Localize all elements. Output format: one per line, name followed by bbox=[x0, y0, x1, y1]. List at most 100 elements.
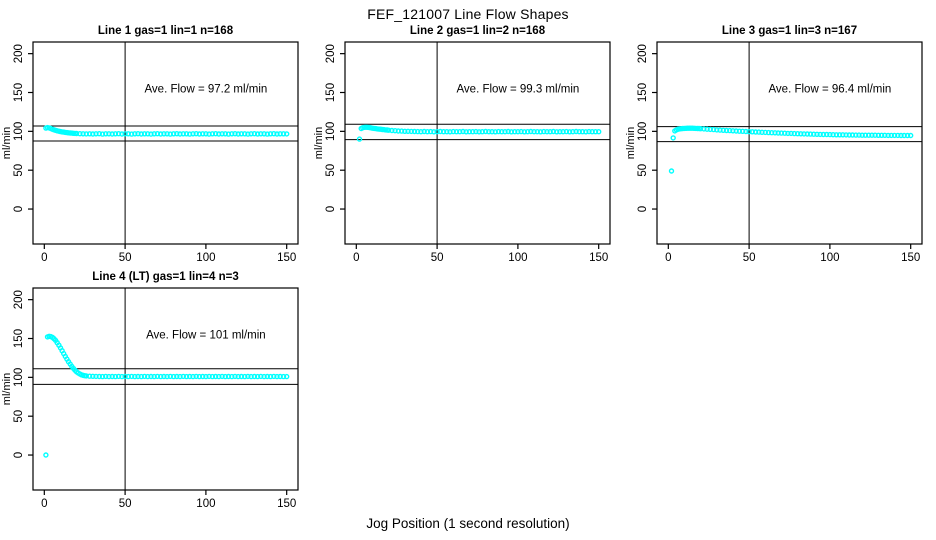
data-point bbox=[222, 373, 229, 380]
data-point bbox=[408, 128, 414, 135]
data-point bbox=[495, 128, 502, 135]
data-point bbox=[280, 373, 287, 380]
y-axis-label: ml/min bbox=[313, 127, 325, 159]
data-point bbox=[193, 373, 199, 380]
data-point bbox=[807, 131, 814, 137]
x-tick-label: 0 bbox=[41, 252, 47, 264]
x-tick-label: 0 bbox=[41, 498, 47, 510]
data-point bbox=[856, 132, 862, 138]
data-point bbox=[274, 131, 280, 137]
data-point bbox=[138, 131, 145, 137]
data-point bbox=[119, 131, 125, 137]
data-point bbox=[190, 131, 196, 137]
x-tick-label: 150 bbox=[277, 498, 296, 510]
panel-3: Line 3 gas=1 lin=3 n=167 0 50 100 150 0 50 100 1… bbox=[625, 25, 923, 264]
data-point bbox=[566, 129, 573, 135]
data-point bbox=[534, 128, 540, 135]
data-point bbox=[814, 131, 820, 138]
data-point bbox=[264, 373, 270, 380]
data-point bbox=[415, 128, 421, 135]
data-point bbox=[499, 128, 505, 135]
data-point bbox=[284, 373, 290, 380]
y-axis-label: ml/min bbox=[1, 373, 13, 405]
data-point bbox=[199, 131, 206, 137]
data-point bbox=[392, 127, 398, 134]
data-point bbox=[109, 131, 115, 137]
data-point bbox=[398, 128, 405, 134]
data-point bbox=[264, 131, 270, 137]
data-point bbox=[241, 131, 248, 137]
data-point bbox=[254, 131, 261, 137]
data-point bbox=[895, 132, 901, 139]
data-point bbox=[180, 373, 187, 380]
axis-box bbox=[32, 41, 299, 245]
data-point bbox=[563, 128, 570, 135]
data-point bbox=[589, 128, 595, 135]
data-point bbox=[232, 373, 238, 380]
x-axis-label: Jog Position (1 second resolution) bbox=[366, 516, 570, 531]
data-point bbox=[254, 373, 261, 380]
data-point bbox=[164, 373, 170, 380]
panel-4: Line 4 (LT) gas=1 lin=4 n=3 0 50 100 150 0 50 1… bbox=[1, 271, 299, 510]
data-point bbox=[112, 373, 119, 380]
data-point bbox=[453, 128, 460, 135]
data-point bbox=[274, 373, 280, 380]
panel-title: Line 3 gas=1 lin=3 n=167 bbox=[722, 25, 857, 37]
data-point bbox=[833, 132, 840, 138]
y-tick-label: 200 bbox=[13, 44, 25, 63]
data-point bbox=[128, 131, 135, 137]
data-point bbox=[199, 373, 206, 380]
data-point bbox=[219, 131, 225, 137]
data-point bbox=[505, 128, 511, 135]
data-point bbox=[151, 131, 157, 137]
data-point bbox=[157, 131, 164, 137]
data-point bbox=[245, 373, 251, 380]
data-point bbox=[43, 452, 49, 458]
data-point bbox=[280, 131, 287, 137]
x-tick-label: 150 bbox=[589, 252, 608, 264]
data-point bbox=[261, 373, 267, 380]
data-point bbox=[271, 373, 277, 380]
ave-flow-label: Ave. Flow = 101 ml/min bbox=[146, 330, 266, 342]
y-tick-label: 100 bbox=[13, 122, 25, 141]
data-point bbox=[576, 128, 582, 135]
panel-title: Line 1 gas=1 lin=1 n=168 bbox=[98, 25, 234, 37]
data-point bbox=[434, 128, 440, 135]
y-tick-label: 100 bbox=[325, 122, 337, 141]
data-point bbox=[827, 131, 833, 138]
axis-box bbox=[656, 41, 923, 245]
data-point bbox=[701, 126, 707, 132]
data-point bbox=[733, 128, 739, 134]
data-point bbox=[869, 132, 875, 138]
data-point bbox=[547, 128, 553, 135]
data-point bbox=[119, 373, 125, 380]
data-point bbox=[904, 132, 911, 139]
x-tick-label: 100 bbox=[196, 498, 215, 510]
data-point bbox=[804, 131, 810, 137]
data-point bbox=[720, 127, 726, 134]
panel-title: Line 4 (LT) gas=1 lin=4 n=3 bbox=[92, 271, 238, 283]
ave-flow-label: Ave. Flow = 96.4 ml/min bbox=[768, 84, 891, 96]
data-point bbox=[109, 373, 115, 380]
ave-flow-label: Ave. Flow = 97.2 ml/min bbox=[144, 84, 267, 96]
data-point bbox=[164, 131, 170, 137]
data-point bbox=[90, 131, 96, 137]
data-point bbox=[212, 130, 219, 137]
data-point bbox=[86, 373, 93, 379]
data-point bbox=[209, 373, 216, 380]
data-point bbox=[229, 131, 235, 137]
data-point bbox=[411, 128, 418, 135]
data-point bbox=[743, 128, 749, 135]
y-tick-label: 150 bbox=[637, 83, 649, 102]
data-point bbox=[86, 131, 93, 137]
data-point bbox=[235, 131, 241, 137]
data-point bbox=[756, 129, 762, 135]
data-point bbox=[219, 373, 225, 380]
data-point bbox=[271, 130, 277, 137]
data-point bbox=[251, 373, 258, 380]
data-point bbox=[229, 373, 235, 380]
data-point bbox=[209, 131, 216, 137]
data-point bbox=[798, 131, 804, 137]
x-tick-label: 50 bbox=[119, 498, 132, 510]
data-point bbox=[251, 130, 258, 137]
